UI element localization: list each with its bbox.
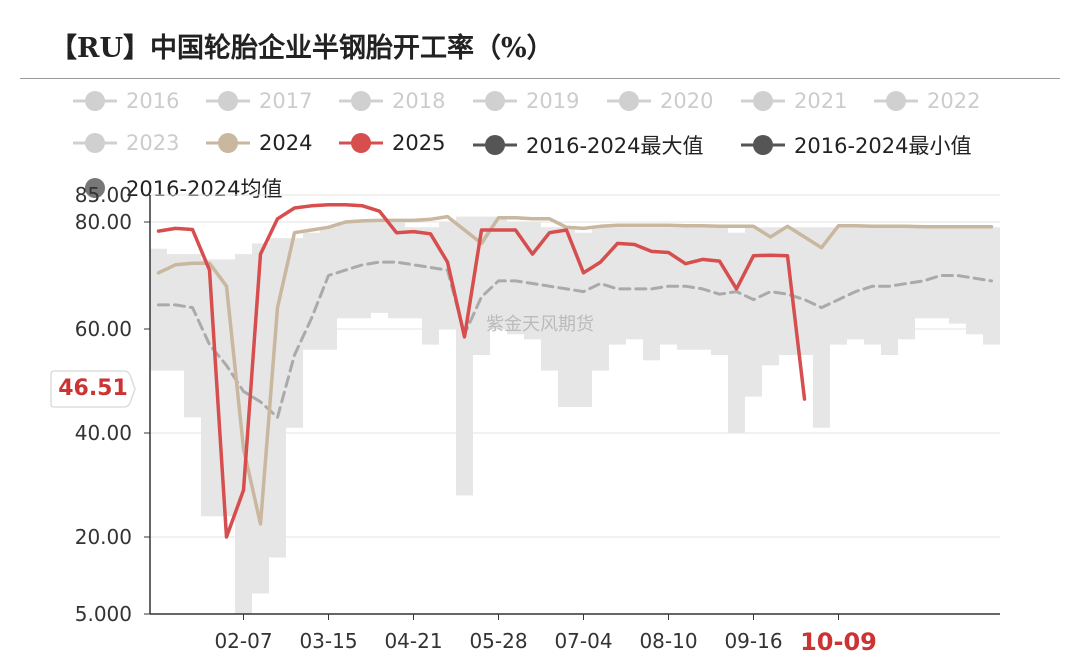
legend-item-2021[interactable]: 2021: [740, 88, 847, 114]
x-tick-label: 02-07: [214, 629, 272, 653]
legend-label: 2025: [392, 131, 446, 155]
legend-item-2022[interactable]: 2022: [873, 88, 980, 114]
x-tick-label: 09-16: [724, 629, 782, 653]
legend-item-2016-2024均值[interactable]: 2016-2024均值: [72, 173, 282, 203]
legend-label: 2023: [126, 131, 180, 155]
legend-marker-icon: [473, 135, 517, 155]
title-divider: [20, 78, 1060, 79]
legend-marker-icon: [73, 133, 117, 153]
legend-marker-icon: [741, 135, 785, 155]
x-tick-label: 04-21: [384, 629, 442, 653]
legend-marker-icon: [874, 91, 918, 111]
y-tick-label: 80.00: [75, 210, 132, 234]
legend-item-2019[interactable]: 2019: [472, 88, 579, 114]
x-tick-label: 07-04: [554, 629, 612, 653]
y-tick-label: 40.00: [75, 421, 132, 445]
legend-label: 2016-2024均值: [126, 177, 283, 201]
y-tick-label: 5.000: [75, 602, 132, 626]
legend-label: 2017: [259, 89, 313, 113]
chart-title: 【RU】中国轮胎企业半钢胎开工率（%）: [50, 33, 554, 64]
watermark-text: 紫金天风期货: [486, 314, 594, 335]
chart-legend: 2016 2017 2018 2019 2020 2021 2022 2023 2024 2025…: [0, 0, 1080, 203]
series-line-2016-2024-mean: [157, 260, 993, 419]
x-axis-pointer-value: 10-09: [800, 628, 877, 656]
legend-marker-icon: [339, 91, 383, 111]
legend-item-2018[interactable]: 2018: [338, 88, 445, 114]
y-tick-label: 60.00: [75, 317, 132, 341]
legend-marker-icon: [85, 178, 105, 198]
legend-marker-icon: [607, 91, 651, 111]
legend-label: 2016-2024最大值: [526, 134, 704, 158]
legend-label: 2024: [259, 131, 313, 155]
legend-marker-icon: [473, 91, 517, 111]
x-tick-label: 03-15: [299, 629, 357, 653]
x-axis-pointer-bg: [792, 622, 885, 660]
legend-item-2016[interactable]: 2016: [72, 88, 179, 114]
legend-marker-icon: [206, 133, 250, 153]
legend-item-2024[interactable]: 2024: [205, 130, 312, 156]
band-2016-2024-range: [150, 216, 1000, 614]
y-axis-pointer-value: 46.51: [58, 376, 128, 401]
x-tick-label: 05-28: [469, 629, 527, 653]
legend-label: 2019: [526, 89, 580, 113]
legend-item-2016-2024最大值[interactable]: 2016-2024最大值: [472, 130, 703, 160]
legend-item-2016-2024最小值[interactable]: 2016-2024最小值: [740, 130, 971, 160]
legend-marker-icon: [206, 91, 250, 111]
legend-item-2017[interactable]: 2017: [205, 88, 312, 114]
series-line-2024: [156, 214, 994, 526]
legend-label: 2016-2024最小值: [794, 134, 972, 158]
y-axis-pointer-badge-shape: [50, 370, 136, 408]
legend-label: 2020: [660, 89, 714, 113]
legend-item-2020[interactable]: 2020: [606, 88, 713, 114]
legend-label: 2021: [794, 89, 848, 113]
legend-marker-icon: [741, 91, 785, 111]
series-line-2025: [156, 202, 807, 539]
legend-label: 2016: [126, 89, 180, 113]
legend-label: 2022: [927, 89, 981, 113]
y-tick-label: 20.00: [75, 525, 132, 549]
legend-label: 2018: [392, 89, 446, 113]
legend-item-2025[interactable]: 2025: [338, 130, 445, 156]
legend-marker-icon: [339, 133, 383, 153]
y-tick-label: 85.00: [75, 183, 132, 207]
x-tick-label: 08-10: [639, 629, 697, 653]
legend-marker-icon: [73, 91, 117, 111]
legend-item-2023[interactable]: 2023: [72, 130, 179, 156]
